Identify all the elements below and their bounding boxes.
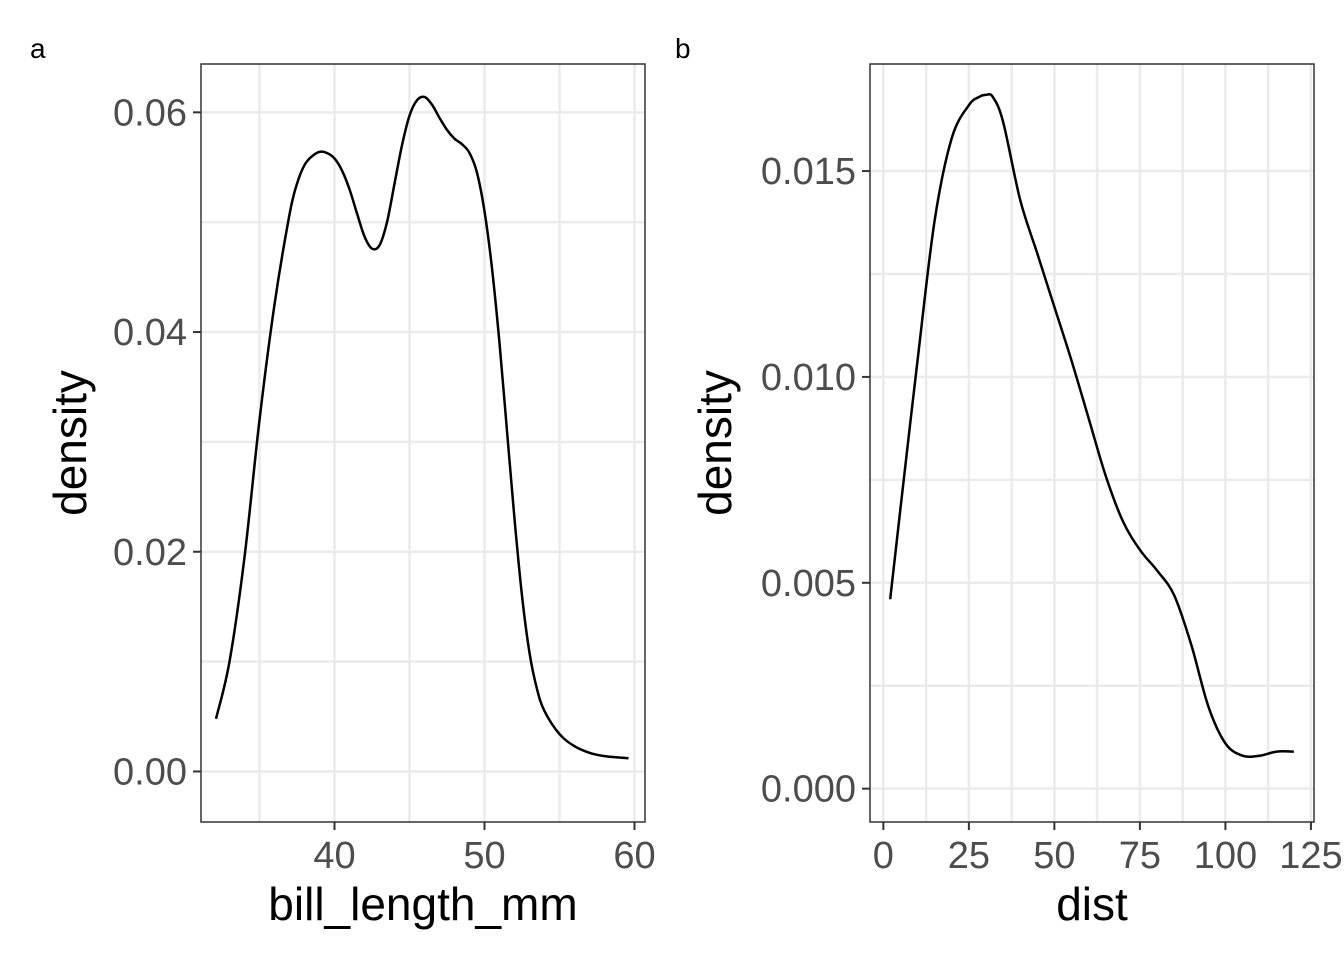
panel-a-x-tick-label: 60 (613, 835, 655, 877)
panel-a-tag: a (30, 33, 46, 64)
panel-b-y-tick-label: 0.015 (761, 151, 856, 193)
panel-a-ticks: 40 50 60 0.00 0.02 0.04 0.06 (113, 92, 656, 877)
panel-a-y-tick-label: 0.06 (113, 92, 187, 134)
panel-b-x-axis-title: dist (1056, 878, 1128, 930)
panel-a-y-tick-label: 0.00 (113, 751, 187, 793)
panel-b-y-tick-label: 0.000 (761, 769, 856, 811)
panel-b-density-line (888, 92, 1294, 759)
panel-b-x-tick-label: 25 (948, 835, 990, 877)
panel-b-ticks: 0 25 50 75 100 125 0.000 0.005 0.010 0.015 (761, 151, 1343, 877)
panel-b-y-axis-title: density (689, 370, 741, 516)
panel-b: b 0 25 50 75 100 125 0.000 0.005 0.010 0.015 dist… (675, 33, 1343, 930)
panel-b-frame (869, 63, 1315, 823)
panel-b-y-tick-label: 0.010 (761, 357, 856, 399)
panel-a: a 40 50 600.000.020.040.06 bill_length_mm … (30, 33, 656, 930)
panel-a-y-tick-label: 0.02 (113, 532, 187, 574)
panel-a-grid (201, 64, 645, 822)
panel-a-y-axis-title: density (44, 370, 96, 516)
panel-b-tag: b (675, 33, 691, 64)
panel-b-y-tick-label: 0.005 (761, 563, 856, 605)
panel-a-y-tick-label: 0.04 (113, 312, 187, 354)
panel-b-x-tick-label: 100 (1194, 835, 1257, 877)
panel-b-x-tick-label: 75 (1119, 835, 1161, 877)
panel-b-grid (870, 64, 1314, 822)
panel-a-density-line (214, 95, 629, 760)
panel-b-x-tick-label: 0 (873, 835, 894, 877)
panel-a-frame (200, 63, 646, 823)
panel-a-x-tick-label: 40 (313, 835, 355, 877)
panel-a-x-axis-title: bill_length_mm (268, 878, 577, 930)
panel-a-x-tick-label: 50 (463, 835, 505, 877)
panel-b-x-tick-label: 50 (1033, 835, 1075, 877)
panel-b-x-tick-label: 125 (1279, 835, 1342, 877)
